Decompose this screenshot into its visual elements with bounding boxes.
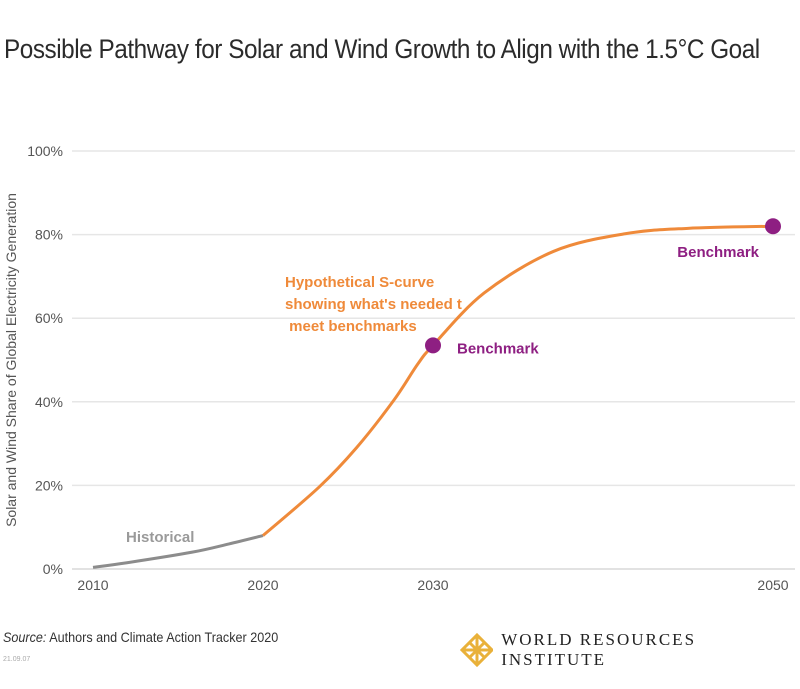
benchmark-label: Benchmark	[457, 340, 539, 357]
wri-logo-text: WORLD RESOURCES INSTITUTE	[501, 630, 697, 669]
x-tick-label: 2020	[247, 577, 278, 593]
x-tick-label: 2030	[417, 577, 448, 593]
source-label: Source:	[3, 629, 47, 645]
source-note: Source: Authors and Climate Action Track…	[3, 629, 278, 645]
y-tick-label: 60%	[35, 310, 63, 326]
chart-title: Possible Pathway for Solar and Wind Grow…	[4, 34, 760, 64]
source-text: Authors and Climate Action Tracker 2020	[46, 629, 279, 645]
y-tick-label: 0%	[43, 561, 63, 577]
y-axis-label: Solar and Wind Share of Global Electrici…	[3, 193, 19, 527]
annotation-line: Hypothetical S-curve	[285, 274, 434, 291]
annotation-line: meet benchmarks	[285, 318, 417, 335]
y-tick-label: 40%	[35, 394, 63, 410]
benchmark-point	[765, 218, 781, 235]
y-tick-label: 20%	[35, 477, 63, 493]
annotation-line: showing what's needed t	[285, 296, 462, 313]
s-curve-annotation: Hypothetical S-curve showing what's neede…	[285, 274, 462, 335]
s-curve-line	[262, 224, 774, 537]
x-tick-label: 2010	[77, 577, 108, 593]
historical-line	[92, 534, 264, 569]
benchmark-label: Benchmark	[677, 244, 759, 261]
y-tick-label: 100%	[27, 143, 63, 159]
wri-logo: WORLD RESOURCES INSTITUTE	[460, 630, 800, 670]
x-tick-label: 2050	[757, 577, 788, 593]
benchmark-point	[425, 337, 441, 354]
y-tick-label: 80%	[35, 227, 63, 243]
historical-label: Historical	[126, 529, 194, 546]
wri-logo-icon	[460, 633, 494, 667]
chart-code: 21.09.07	[3, 656, 31, 663]
